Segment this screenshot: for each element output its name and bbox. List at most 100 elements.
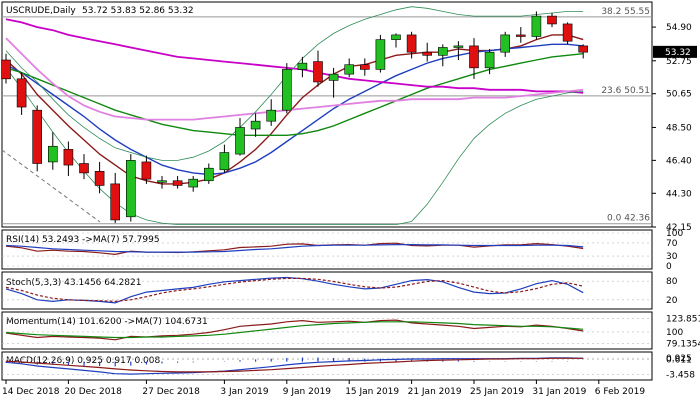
candle-bearish (406, 34, 417, 53)
indicator-axis-label: 80 (666, 277, 678, 287)
last-price-tag-background (653, 45, 697, 58)
candle-bearish (94, 171, 105, 186)
overlay-line-bb_lower (5, 67, 584, 226)
indicator-axis-label: 20 (666, 296, 678, 306)
price-axis-label: 46.40 (666, 156, 692, 166)
time-axis-label: 9 Jan 2019 (283, 387, 331, 397)
momentum-panel-frame (1, 311, 653, 350)
time-axis: 14 Dec 2018 20 Dec 2018 27 Dec 2018 3 Jan 2… (2, 380, 645, 397)
time-axis-label: 6 Feb 2019 (595, 387, 646, 397)
indicator-series-line (5, 242, 584, 256)
candle-bullish (157, 180, 167, 183)
stochastic-label: Stoch(5,3,3) 43.1456 64.2821 (6, 278, 141, 288)
fib-level-label: 23.6 50.51 (601, 86, 650, 96)
price-axis-label: 52.75 (666, 57, 692, 67)
fib-level-label: 38.2 55.55 (601, 7, 650, 17)
overlay-line-ma_pink (5, 37, 584, 121)
candle-bullish (126, 160, 136, 218)
candle-bullish (266, 109, 277, 122)
price-axis-label: 48.50 (666, 123, 692, 133)
indicator-series-line (5, 277, 584, 303)
candle-bearish (32, 109, 43, 164)
price-axis-label: 42.15 (666, 223, 692, 233)
moving-average-overlays (5, 6, 584, 226)
candle-bullish (453, 45, 464, 48)
time-axis-label: 27 Dec 2018 (142, 387, 200, 397)
chart-title: USCRUDE,Daily (6, 6, 76, 16)
indicator-series-line (5, 319, 584, 341)
price-axis-label: 54.90 (666, 23, 692, 33)
candle-bearish (469, 45, 479, 69)
candle-bullish (204, 167, 214, 182)
candle-bullish (188, 178, 198, 188)
candle-bullish (484, 51, 495, 69)
momentum-panel: Momentum(14) 101.6200 ->MA(7) 104.6731 1… (1, 311, 700, 350)
candle-bearish (141, 161, 152, 180)
price-axis-label: 44.30 (666, 189, 692, 199)
rsi-label: RSI(14) 53.2493 ->MA(7) 57.7995 (6, 235, 160, 245)
indicator-axis-label: 30 (666, 252, 678, 262)
time-axis-label: 25 Jan 2019 (470, 387, 524, 397)
indicator-series-line (5, 244, 584, 253)
overlay-line-bb_upper (5, 6, 584, 161)
macd-label: MACD(12,26,9) 0.925 0.917 0.008 (6, 356, 161, 366)
candle-bullish (328, 73, 339, 81)
candle-bearish (578, 45, 589, 53)
candle-bullish (281, 69, 292, 111)
fib-level-label: 0.0 42.36 (607, 214, 650, 224)
time-axis-label: 14 Dec 2018 (2, 387, 60, 397)
indicator-axis-label: 123.8513 (666, 314, 700, 324)
price-axis: 54.90 52.75 50.65 48.50 46.40 44.30 42.15 (652, 23, 692, 233)
indicator-axis-label: 79.1354 (666, 340, 700, 350)
fibonacci-levels: 38.2 55.55 23.6 50.51 0.0 42.36 (2, 7, 652, 225)
candle-bullish (500, 34, 511, 53)
candle-bearish (1, 59, 11, 80)
macd-panel: MACD(12,26,9) 0.925 0.917 0.008 0.6110.9… (1, 351, 695, 381)
candle-bearish (515, 34, 526, 37)
price-axis-label: 50.65 (666, 90, 692, 100)
candle-bearish (422, 51, 433, 56)
overlay-line-ma_long (5, 53, 584, 137)
last-price-tag: 53.32 (653, 45, 697, 58)
candle-bearish (313, 61, 323, 83)
candle-bullish (375, 39, 386, 70)
momentum-label: Momentum(14) 101.6200 ->MA(7) 104.6731 (6, 317, 208, 327)
candle-bearish (63, 149, 74, 166)
candle-bearish (79, 163, 89, 174)
time-axis-label: 20 Dec 2018 (64, 387, 122, 397)
candle-bullish (437, 47, 448, 56)
candle-bearish (547, 15, 557, 25)
time-axis-label: 21 Jan 2019 (408, 387, 462, 397)
indicator-axis-label: -3.458 (666, 370, 695, 380)
macd-panel-frame (1, 351, 653, 381)
candle-bearish (16, 78, 27, 108)
overlay-line-ma_magenta (5, 18, 584, 94)
candle-bearish (110, 183, 120, 221)
price-panel-frame (1, 1, 653, 228)
candle-bullish (47, 145, 58, 163)
time-axis-label: 3 Jan 2019 (220, 387, 268, 397)
candle-bullish (250, 120, 261, 130)
price-panel: 38.2 55.55 23.6 50.51 0.0 42.36 USCRUDE,Da… (1, 1, 697, 233)
dashed-trendline (1, 149, 101, 223)
indicator-series-line (5, 321, 584, 339)
candle-bullish (391, 34, 401, 40)
time-axis-label: 31 Jan 2019 (532, 387, 586, 397)
candlesticks (1, 11, 589, 224)
rsi-panel-frame (1, 229, 653, 270)
indicator-axis-label: 0.611 (666, 355, 692, 365)
indicator-axis-label: 100 (666, 229, 683, 239)
candle-bearish (172, 180, 183, 186)
last-price-value: 53.32 (665, 48, 691, 58)
candle-bullish (344, 64, 355, 75)
candle-bullish (235, 127, 245, 155)
overlay-line-ma_medium (5, 43, 584, 176)
indicator-axis-label: 0.925 (666, 354, 692, 364)
candle-bullish (531, 15, 542, 37)
candle-bearish (562, 23, 573, 42)
indicator-series-line (5, 357, 584, 373)
time-axis-label: 15 Jan 2019 (345, 387, 399, 397)
